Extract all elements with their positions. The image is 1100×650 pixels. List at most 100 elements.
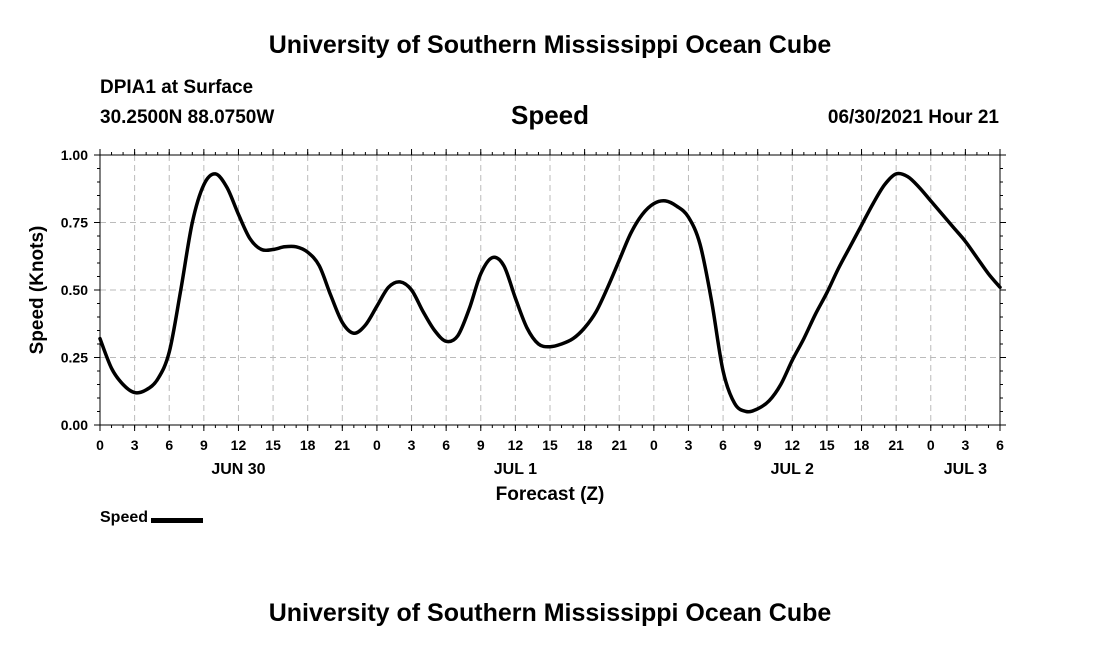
y-axis-label: Speed (Knots) [27,226,48,355]
speed-data-point [929,200,932,202]
speed-data-point [376,305,378,308]
speed-data-point [387,286,390,289]
speed-data-point [364,324,367,326]
x-tick-label: 9 [754,437,762,453]
axis-ticks [94,149,1006,431]
speed-data-point [664,200,667,202]
x-tick-label: 0 [373,437,381,453]
speed-data-point [710,300,713,302]
legend: Speed [100,509,204,527]
speed-data-point [699,243,701,245]
speed-data-point [329,294,332,297]
y-tick-label: 0.00 [61,417,88,433]
speed-data-point [445,340,447,343]
speed-data-point [618,259,621,262]
speed-data-point [906,175,909,178]
x-tick-label: 6 [165,437,173,453]
x-tick-label: 3 [961,437,969,453]
speed-data-point [272,248,274,251]
y-tick-label: 1.00 [61,147,88,163]
speed-data-point [122,383,124,386]
speed-data-point [572,337,574,340]
speed-data-point [468,308,471,310]
x-tick-labels: 0 3 6 9 12 15 18 21 0 3 6 9 12 15 18 21 0 3 6 9 12 15 18 21 0 3 6 [96,437,1004,453]
forecast-datetime: 06/30/2021 Hour 21 [827,107,999,128]
speed-data-point [653,202,655,205]
speed-data-point [606,286,609,289]
speed-data-point [110,367,113,370]
speed-series-points [99,173,1001,413]
speed-data-point [676,205,678,208]
grid-lines [100,155,1000,425]
x-tick-label: 9 [200,437,208,453]
x-tick-label: 12 [231,437,247,453]
speed-data-point [999,286,1001,289]
speed-data-point [479,273,482,275]
speed-data-point [514,297,517,299]
speed-data-point [779,383,782,386]
day-label: JUN 30 [211,461,265,478]
x-tick-label: 15 [819,437,835,453]
speed-data-point [895,173,897,175]
speed-data-point [491,256,494,259]
speed-data-point [179,289,182,291]
speed-data-point [918,186,921,189]
x-tick-label: 21 [611,437,627,453]
station-coordinates: 30.2500N 88.0750W [100,107,275,128]
speed-data-point [849,246,851,248]
speed-data-point [191,221,194,224]
speed-data-point [283,246,286,248]
speed-data-point [756,408,759,410]
speed-data-point [803,337,805,340]
speed-data-point [814,313,817,316]
speed-data-point [583,327,586,329]
x-tick-label: 21 [335,437,351,453]
x-tick-label: 6 [996,437,1004,453]
speed-data-point [883,183,886,186]
x-tick-label: 3 [131,437,139,453]
speed-data-point [399,281,401,283]
speed-data-point [168,351,171,353]
speed-data-point [687,216,690,218]
y-tick-label: 0.25 [61,350,88,366]
speed-data-point [872,202,874,205]
speed-data-point [295,246,297,248]
y-tick-labels: 0.00 0.25 0.50 0.75 1.00 [61,147,88,433]
day-label: JUL 2 [771,461,814,478]
speed-data-point [456,335,459,337]
speed-data-point [133,391,136,394]
speed-data-point [410,289,413,291]
speed-data-point [791,359,794,362]
speed-data-point [953,227,955,229]
x-tick-label: 15 [265,437,281,453]
speed-data-point [745,410,747,413]
speed-data-point [629,232,632,235]
x-tick-label: 3 [685,437,693,453]
x-tick-label: 0 [96,437,104,453]
speed-data-point [837,267,840,270]
speed-data-point [722,370,724,372]
speed-data-point [537,343,540,345]
x-tick-label: 9 [477,437,485,453]
speed-data-point [768,399,771,402]
day-label: JUL 3 [944,461,987,478]
speed-data-point [422,310,424,313]
speed-data-point [156,378,159,380]
speed-data-point [237,213,240,216]
day-label: JUL 1 [494,461,537,478]
speed-data-point [941,213,944,216]
speed-data-point [526,327,528,329]
speed-data-point [964,240,967,243]
legend-swatch [151,517,204,523]
x-tick-label: 12 [785,437,801,453]
speed-data-point [549,345,551,348]
speed-data-point [860,224,863,226]
x-tick-label: 18 [300,437,316,453]
speed-data-point [260,248,263,251]
x-tick-label: 15 [542,437,558,453]
speed-data-point [318,264,321,267]
speed-data-point [433,329,436,332]
speed-data-point [641,213,644,216]
y-tick-label: 0.50 [61,282,88,298]
